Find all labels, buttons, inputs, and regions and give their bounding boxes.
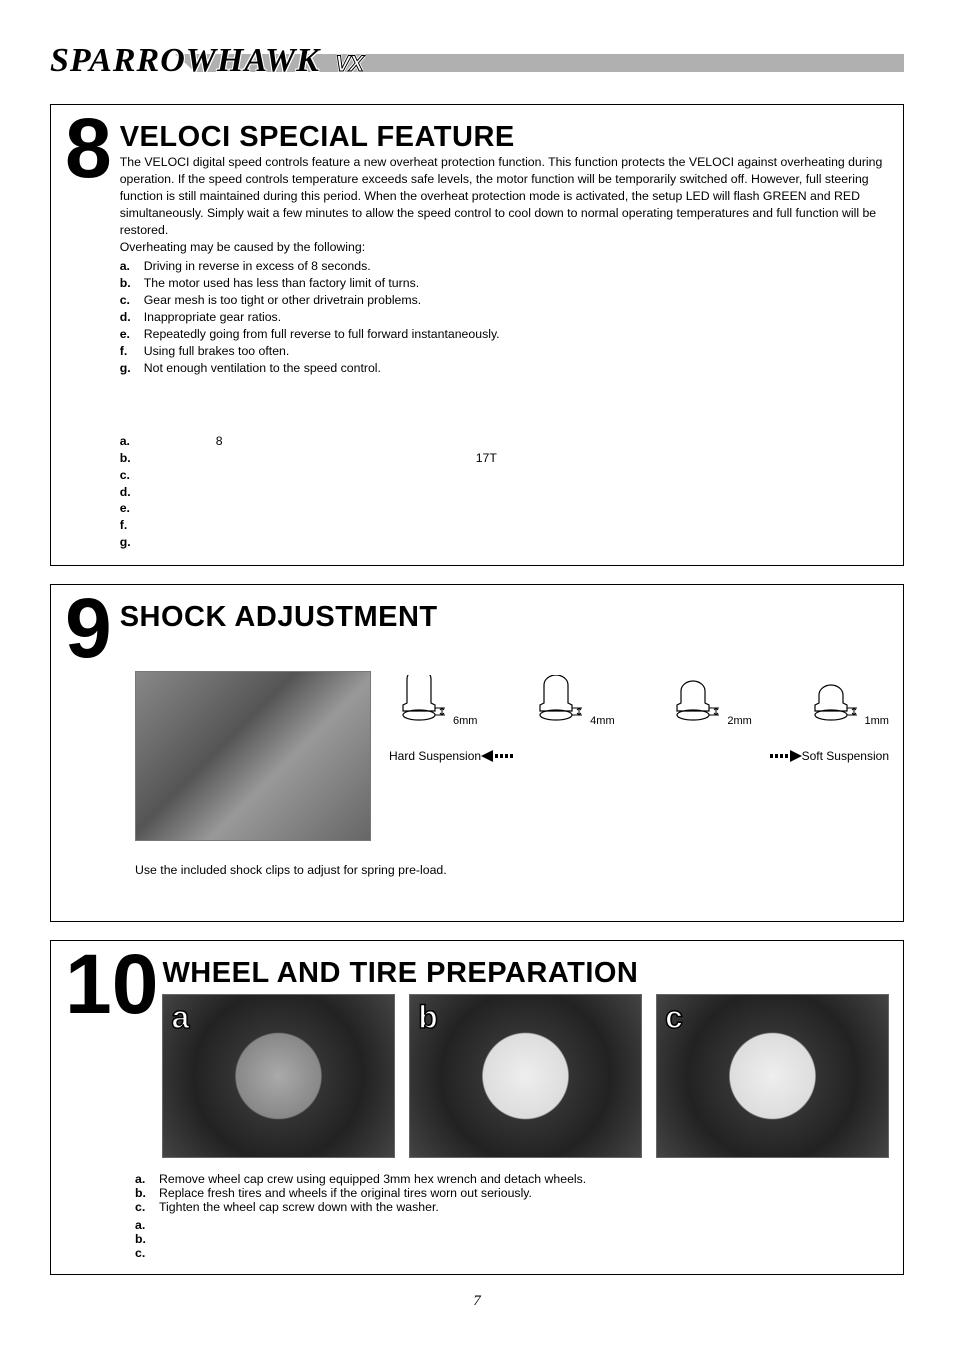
- cause-row: b. The motor used has less than factory l…: [120, 275, 889, 292]
- wheel-photo-letter: b: [418, 999, 438, 1036]
- clip-icon: [526, 675, 586, 727]
- clip-icon: [389, 675, 449, 727]
- wheel-blank-label: b.: [135, 1232, 153, 1246]
- shock-clip: 6mm: [389, 675, 477, 727]
- blank-row: e.: [120, 500, 889, 517]
- blank-extra: 17T: [476, 450, 497, 467]
- wheel-step-row: c. Tighten the wheel cap screw down with …: [135, 1200, 889, 1214]
- shock-clip: 1mm: [801, 675, 889, 727]
- shock-clip: 2mm: [663, 675, 751, 727]
- blank-row: d.: [120, 484, 889, 501]
- clip-icon: [663, 675, 723, 727]
- section-8: 8 VELOCI SPECIAL FEATURE The VELOCI digi…: [50, 104, 904, 566]
- clip-size-label: 4mm: [590, 715, 614, 727]
- wheel-photo-letter: c: [665, 999, 683, 1036]
- clip-icon: [801, 675, 861, 727]
- wheel-blank-label: a.: [135, 1218, 153, 1232]
- blank-row: c.: [120, 467, 889, 484]
- cause-row: a. Driving in reverse in excess of 8 seco…: [120, 258, 889, 275]
- section-8-intro: The VELOCI digital speed controls featur…: [120, 154, 889, 239]
- clip-size-label: 6mm: [453, 715, 477, 727]
- shock-clip: 4mm: [526, 675, 614, 727]
- wheel-step-row: a. Remove wheel cap crew using equipped 3…: [135, 1172, 889, 1186]
- clip-size-label: 1mm: [865, 715, 889, 727]
- shock-diagram: 6mm 4mm 2mm: [389, 671, 889, 841]
- cause-row: g. Not enough ventilation to the speed co…: [120, 360, 889, 377]
- cause-text: Not enough ventilation to the speed cont…: [144, 360, 381, 377]
- section-8-number: 8: [65, 115, 112, 182]
- logo-main: SPARROWHAWK: [50, 42, 320, 79]
- cause-row: e. Repeatedly going from full reverse to …: [120, 326, 889, 343]
- cause-label: g.: [120, 360, 138, 377]
- cause-text: Repeatedly going from full reverse to fu…: [144, 326, 500, 343]
- blank-extra: 8: [216, 433, 223, 450]
- blank-row: b. 17T: [120, 450, 889, 467]
- shock-photo: [135, 671, 371, 841]
- section-9: 9 SHOCK ADJUSTMENT 6mm 4mm: [50, 584, 904, 921]
- cause-text: The motor used has less than factory lim…: [144, 275, 419, 292]
- section-10-number: 10: [65, 951, 158, 1018]
- section-10: 10 WHEEL AND TIRE PREPARATION a b c a. Remo…: [50, 940, 904, 1275]
- section-8-blank-list: a. 8 b. 17T c.d.e.f.g.: [120, 433, 889, 552]
- wheel-step-label: b.: [135, 1186, 153, 1200]
- section-9-caption: Use the included shock clips to adjust f…: [135, 863, 889, 877]
- wheel-step-text: Replace fresh tires and wheels if the or…: [159, 1186, 532, 1200]
- wheel-step-text: Remove wheel cap crew using equipped 3mm…: [159, 1172, 586, 1186]
- cause-text: Using full brakes too often.: [144, 343, 290, 360]
- cause-label: c.: [120, 292, 138, 309]
- blank-label: e.: [120, 500, 138, 517]
- wheel-photo: c: [656, 994, 889, 1158]
- wheel-step-label: a.: [135, 1172, 153, 1186]
- cause-row: d. Inappropriate gear ratios.: [120, 309, 889, 326]
- arrow-left: [481, 749, 515, 763]
- cause-label: d.: [120, 309, 138, 326]
- wheel-step-row: b. Replace fresh tires and wheels if the …: [135, 1186, 889, 1200]
- wheel-blank-row: a.: [135, 1218, 889, 1232]
- cause-text: Inappropriate gear ratios.: [144, 309, 281, 326]
- blank-row: g.: [120, 534, 889, 551]
- cause-text: Gear mesh is too tight or other drivetra…: [144, 292, 422, 309]
- soft-suspension-label: Soft Suspension: [802, 749, 889, 763]
- section-8-title: VELOCI SPECIAL FEATURE: [120, 121, 889, 154]
- cause-text: Driving in reverse in excess of 8 second…: [144, 258, 371, 275]
- blank-label: c.: [120, 467, 138, 484]
- section-9-title: SHOCK ADJUSTMENT: [120, 601, 438, 634]
- cause-label: a.: [120, 258, 138, 275]
- blank-label: b.: [120, 450, 138, 467]
- wheel-blank-row: b.: [135, 1232, 889, 1246]
- wheel-photo: a: [162, 994, 395, 1158]
- hard-suspension-label: Hard Suspension: [389, 749, 481, 763]
- blank-row: f.: [120, 517, 889, 534]
- cause-row: c. Gear mesh is too tight or other drivet…: [120, 292, 889, 309]
- section-8-causes: a. Driving in reverse in excess of 8 seco…: [120, 258, 889, 377]
- cause-label: b.: [120, 275, 138, 292]
- page-number: 7: [50, 1293, 904, 1310]
- cause-label: f.: [120, 343, 138, 360]
- wheel-step-text: Tighten the wheel cap screw down with th…: [159, 1200, 439, 1214]
- blank-label: d.: [120, 484, 138, 501]
- cause-label: e.: [120, 326, 138, 343]
- logo: SPARROWHAWK VX: [50, 42, 363, 80]
- logo-suffix: VX: [335, 51, 362, 76]
- page-header: SPARROWHAWK VX: [50, 48, 904, 96]
- blank-row: a. 8: [120, 433, 889, 450]
- cause-row: f. Using full brakes too often.: [120, 343, 889, 360]
- wheel-photo-letter: a: [171, 999, 189, 1036]
- blank-label: g.: [120, 534, 138, 551]
- wheel-blank-row: c.: [135, 1246, 889, 1260]
- wheel-step-label: c.: [135, 1200, 153, 1214]
- wheel-blank-label: c.: [135, 1246, 153, 1260]
- section-10-blank-steps: a.b.c.: [135, 1218, 889, 1260]
- blank-label: a.: [120, 433, 138, 450]
- section-10-steps: a. Remove wheel cap crew using equipped 3…: [135, 1172, 889, 1214]
- section-8-causes-intro: Overheating may be caused by the followi…: [120, 239, 889, 256]
- blank-label: f.: [120, 517, 138, 534]
- section-9-number: 9: [65, 595, 112, 662]
- arrow-right: [768, 749, 802, 763]
- section-10-title: WHEEL AND TIRE PREPARATION: [162, 957, 889, 990]
- clip-size-label: 2mm: [727, 715, 751, 727]
- wheel-photo: b: [409, 994, 642, 1158]
- wheel-photos: a b c: [162, 994, 889, 1158]
